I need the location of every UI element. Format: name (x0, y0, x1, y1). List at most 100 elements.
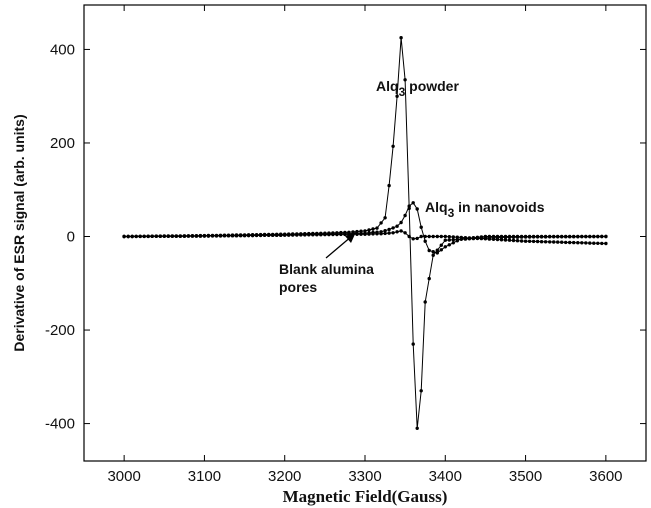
data-point (515, 234, 520, 239)
data-point (411, 342, 415, 346)
data-point (126, 234, 130, 239)
data-point (170, 234, 174, 238)
data-point (427, 276, 431, 281)
data-point (535, 234, 540, 239)
data-point (548, 234, 552, 239)
x-tick-label: 3300 (348, 468, 381, 485)
x-tick-label: 3600 (589, 468, 622, 485)
x-tick-label: 3400 (429, 468, 462, 485)
data-point (519, 239, 524, 243)
data-point (539, 234, 544, 239)
data-point (415, 236, 419, 241)
data-point (556, 240, 560, 244)
data-point (198, 234, 203, 238)
data-point (411, 237, 415, 241)
data-point (279, 233, 283, 237)
data-point (435, 234, 439, 239)
data-point (303, 233, 307, 237)
y-tick-label: -400 (45, 416, 75, 433)
x-tick-label: 3200 (268, 468, 301, 485)
data-point (218, 234, 223, 238)
data-point (419, 225, 423, 229)
x-axis-label: Magnetic Field(Gauss) (283, 487, 448, 506)
data-point (548, 240, 552, 244)
annotations: Alq3 powder Alq3 in nanovoids Blank alumin… (279, 78, 545, 295)
data-point (431, 253, 435, 257)
data-point (531, 239, 536, 244)
data-point (523, 239, 528, 243)
data-point (258, 233, 263, 238)
y-tick-label: -200 (45, 322, 75, 339)
data-point (604, 234, 608, 239)
data-point (499, 238, 504, 242)
data-point (447, 243, 451, 247)
data-point (122, 234, 126, 239)
data-point (531, 234, 536, 239)
data-point (267, 233, 271, 237)
data-point (186, 234, 191, 238)
data-point (455, 239, 459, 243)
data-point (379, 232, 383, 236)
data-point (487, 237, 492, 241)
data-point (359, 232, 363, 236)
data-point (178, 234, 182, 238)
data-point (564, 240, 568, 245)
data-point (283, 233, 287, 237)
data-point (419, 389, 423, 393)
data-point (552, 234, 556, 239)
data-point (383, 229, 387, 233)
data-point (391, 231, 395, 235)
data-point (552, 240, 556, 244)
annotation-nanovoids: Alq3 in nanovoids (425, 199, 545, 220)
data-point (455, 235, 459, 239)
data-point (242, 233, 247, 238)
data-point (146, 234, 150, 239)
data-point (391, 144, 395, 148)
data-point (190, 234, 195, 238)
data-point (387, 231, 391, 235)
data-point (299, 233, 303, 237)
data-point (580, 241, 584, 245)
data-point (515, 239, 520, 243)
data-point (166, 234, 170, 238)
data-point (439, 248, 443, 252)
data-point (556, 234, 560, 239)
annotation-arrow-shaft (325, 235, 353, 259)
data-point (130, 234, 134, 239)
data-point (379, 221, 383, 225)
data-point (491, 237, 496, 241)
data-point (451, 238, 455, 242)
data-point (174, 234, 178, 238)
data-point (407, 234, 411, 239)
data-point (423, 239, 427, 243)
data-point (584, 234, 588, 239)
data-point (604, 241, 608, 246)
data-point (588, 234, 592, 239)
data-point (154, 234, 158, 238)
data-point (479, 236, 484, 241)
data-point (287, 233, 291, 237)
y-tick-label: 400 (50, 41, 75, 58)
data-point (467, 236, 472, 240)
data-point (576, 234, 580, 239)
data-point (275, 233, 279, 237)
data-point (527, 234, 532, 239)
y-tick-label: 0 (67, 229, 75, 246)
data-point (439, 243, 443, 247)
data-point (371, 232, 375, 236)
series-layer (122, 36, 608, 430)
data-point (271, 233, 275, 237)
data-point (419, 234, 423, 239)
data-point (447, 235, 451, 239)
data-point (150, 234, 154, 238)
data-point (427, 234, 431, 239)
data-point (580, 234, 584, 239)
x-tick-label: 3000 (107, 468, 140, 485)
data-point (443, 234, 447, 239)
data-point (576, 241, 580, 245)
data-point (262, 233, 267, 237)
data-point (375, 232, 379, 236)
data-point (568, 240, 572, 245)
data-point (491, 234, 496, 239)
data-point (423, 234, 427, 239)
